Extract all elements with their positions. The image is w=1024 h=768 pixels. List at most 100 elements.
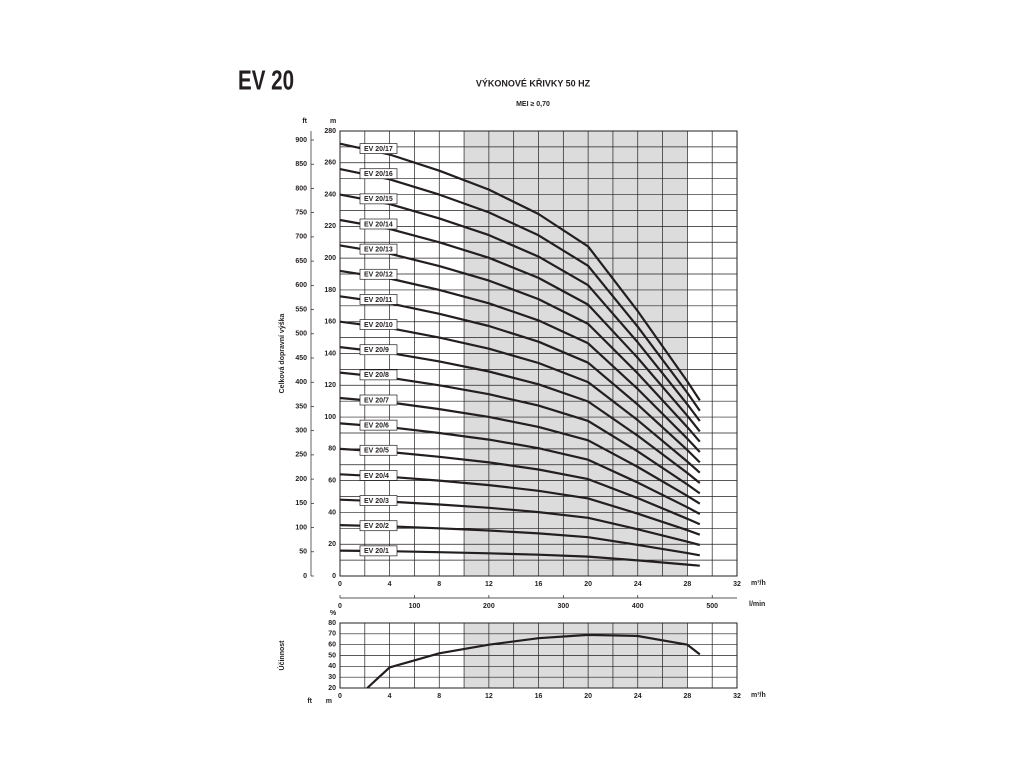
x2-tick-label: 500 <box>706 603 718 610</box>
y-tick-label: 280 <box>324 128 336 135</box>
y-axis-label: Účinnost <box>277 640 286 671</box>
y-tick-label: 140 <box>324 350 336 357</box>
y-axis-label: Celková dopravní výška <box>279 314 286 394</box>
curve <box>339 244 701 443</box>
series-label-box <box>359 319 398 330</box>
x-tick-label: 32 <box>733 581 741 588</box>
y-tick-label: 80 <box>328 446 336 453</box>
x-tick-label: 16 <box>535 693 543 700</box>
curve <box>366 633 701 689</box>
series-label-box <box>359 394 398 406</box>
y-tick-label: 120 <box>324 382 336 389</box>
y2-tick-label: 150 <box>295 500 307 507</box>
series-label: EV 20/14 <box>364 221 393 228</box>
y2-tick-label: 200 <box>295 476 307 483</box>
y2-tick-label: 0 <box>303 573 307 580</box>
y-tick-label: 200 <box>324 255 336 262</box>
series-label-box <box>359 268 398 280</box>
series-label: EV 20/10 <box>364 322 393 329</box>
y2-tick-label: 400 <box>295 379 307 386</box>
x-tick-label: 0 <box>338 581 342 588</box>
y2-tick-label: 800 <box>295 185 307 192</box>
x-tick-label: 24 <box>634 693 642 700</box>
series-label: EV 20/3 <box>364 498 389 505</box>
series-label-box <box>359 545 398 557</box>
y2-tick-label: 700 <box>295 234 307 241</box>
series-label-box <box>359 495 398 506</box>
x-tick-label: 12 <box>485 581 493 588</box>
x2-tick-label: 200 <box>483 603 495 610</box>
y2-tick-label: 250 <box>295 452 307 459</box>
y-tick-label: 80 <box>328 620 336 627</box>
series-label: EV 20/16 <box>364 171 393 178</box>
series-label-box <box>359 168 398 180</box>
series-label: EV 20/1 <box>364 548 389 555</box>
curve <box>339 422 701 515</box>
series-label-box <box>359 143 398 154</box>
x-unit: m³/h <box>751 692 766 699</box>
y-tick-label: 70 <box>328 631 336 638</box>
series-label: EV 20/8 <box>364 372 389 379</box>
series-label-box <box>359 369 398 381</box>
y2-tick-label: 900 <box>295 137 307 144</box>
y-tick-label: 40 <box>328 509 336 516</box>
series-label-box <box>359 294 398 305</box>
curve <box>339 549 700 567</box>
y2-tick-label: 550 <box>295 306 307 313</box>
x-tick-label: 28 <box>683 581 691 588</box>
y2-tick-label: 850 <box>295 161 307 168</box>
series-label: EV 20/9 <box>364 347 389 354</box>
curve <box>339 168 701 412</box>
series-label: EV 20/6 <box>364 422 389 429</box>
plot-frame <box>339 622 738 689</box>
y2-tick-label: 350 <box>295 403 307 410</box>
y-tick-label: 100 <box>324 414 336 421</box>
curve <box>339 498 701 547</box>
y2-tick-label: 300 <box>295 428 307 435</box>
plot-frame <box>339 130 738 577</box>
curve <box>339 320 701 474</box>
y-unit: m <box>330 118 336 125</box>
series-label: EV 20/5 <box>364 448 389 455</box>
x2-unit: l/min <box>749 601 765 608</box>
x2-tick-label: 0 <box>338 603 342 610</box>
y2-tick-label: 500 <box>295 331 307 338</box>
chart-title: VÝKONOVÉ KŘIVKY 50 HZ <box>476 77 591 88</box>
series-label-box <box>359 419 398 431</box>
x-tick-label: 0 <box>338 693 342 700</box>
series-label-box <box>359 218 398 230</box>
y2-tick-label: 750 <box>295 210 307 217</box>
y-tick-label: 160 <box>324 319 336 326</box>
curve <box>339 396 701 505</box>
curve <box>339 295 701 464</box>
y-tick-label: 240 <box>324 191 336 198</box>
y-tick-label: 0 <box>332 573 336 580</box>
x-tick-label: 20 <box>584 693 592 700</box>
y-tick-label: 30 <box>328 674 336 681</box>
x-tick-label: 20 <box>584 581 592 588</box>
curve <box>339 142 701 402</box>
y2-unit: ft <box>302 118 307 125</box>
page-title: EV 20 <box>238 64 294 95</box>
y-tick-label: 50 <box>328 652 336 659</box>
x2-tick-label: 400 <box>632 603 644 610</box>
y-tick-label: 40 <box>328 663 336 670</box>
y-tick-label: 260 <box>324 160 336 167</box>
y-unit: % <box>330 610 337 617</box>
x-tick-label: 32 <box>733 693 741 700</box>
curve <box>339 524 700 557</box>
series-label: EV 20/2 <box>364 523 389 530</box>
curve <box>339 473 701 536</box>
y-tick-label: 20 <box>328 541 336 548</box>
series-label: EV 20/17 <box>364 146 393 153</box>
curve <box>339 371 701 495</box>
series-label: EV 20/12 <box>364 272 393 279</box>
series-label-box <box>359 520 398 532</box>
curve <box>339 269 701 453</box>
y-tick-label: 60 <box>328 477 336 484</box>
series-label-box <box>359 344 398 356</box>
y2-tick-label: 50 <box>299 549 307 556</box>
curve <box>339 447 701 526</box>
y2-tick-label: 100 <box>295 524 307 531</box>
